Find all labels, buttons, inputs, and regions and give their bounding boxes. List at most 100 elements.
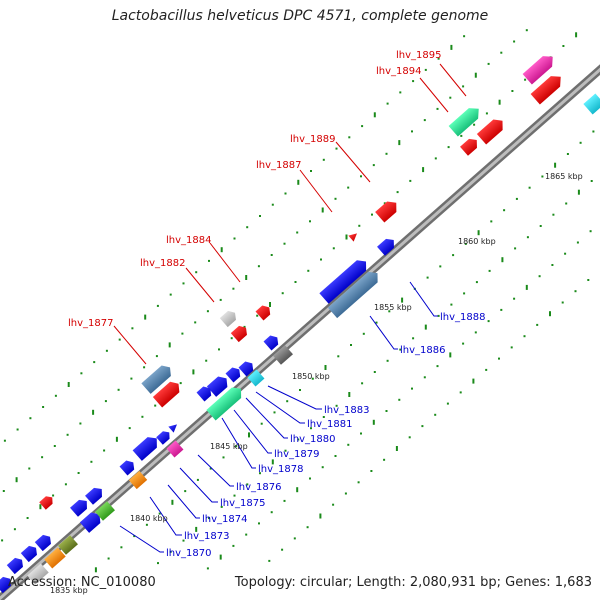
ring-dot [246, 226, 249, 229]
ring-dot [477, 230, 480, 236]
gene-label[interactable]: lhv_1888 [440, 312, 485, 323]
gene-label[interactable]: lhv_1887 [256, 160, 301, 171]
gene-blue-1881[interactable] [238, 359, 257, 377]
gene-lhv_1883[interactable] [247, 369, 265, 387]
ring-dot [273, 411, 276, 414]
ring-dot [411, 387, 413, 390]
gene-label[interactable]: lhv_1873 [184, 531, 229, 542]
gene-blue-1870c[interactable] [79, 509, 104, 533]
gene-blue-1870d[interactable] [34, 532, 54, 552]
gene-lhv_1887[interactable] [348, 230, 359, 242]
gene-lhv_1874[interactable] [119, 458, 138, 476]
ring-dot [67, 382, 70, 387]
ring-dot [472, 378, 475, 384]
tick-label: 1865 kbp [545, 172, 583, 181]
ring-dot [64, 483, 67, 486]
gene-label[interactable]: lhv_1878 [258, 464, 303, 475]
gene-red-far[interactable] [39, 494, 55, 510]
ring-dot [322, 416, 325, 418]
gene-grey-1883[interactable] [273, 345, 293, 365]
gene-label[interactable]: lhv_1870 [166, 548, 211, 559]
ring-dot [104, 400, 107, 403]
gene-lhv_1881[interactable] [225, 365, 244, 383]
ring-dot [309, 477, 311, 480]
ring-dot [79, 422, 82, 425]
gene-red-top-2[interactable] [460, 136, 481, 156]
gene-blue-1870b[interactable] [70, 497, 91, 517]
gene-label[interactable]: lhv_1894 [376, 66, 421, 77]
gene-lhv_1878[interactable] [168, 421, 179, 433]
gene-label[interactable]: lhv_1877 [68, 318, 113, 329]
gene-label[interactable]: lhv_1884 [166, 235, 211, 246]
gene-blue-1870f[interactable] [6, 555, 26, 575]
gene-label[interactable]: lhv_1879 [274, 449, 319, 460]
gene-lhv_1873[interactable] [128, 470, 148, 490]
map-title: Lactobacillus helveticus DPC 4571, compl… [111, 8, 489, 24]
gene-blue-1883a[interactable] [263, 333, 282, 351]
ring-dot [424, 68, 427, 71]
gene-blue-1880b[interactable] [196, 384, 215, 402]
ring-dot [3, 439, 6, 442]
gene-lhv_1889[interactable] [375, 197, 401, 223]
gene-blue-edge[interactable] [0, 574, 14, 594]
gene-lhv_1876[interactable] [132, 433, 162, 461]
gene-blue-long[interactable] [319, 256, 370, 304]
gene-green-1870[interactable] [95, 501, 115, 521]
gene-lhv_1886[interactable] [327, 268, 382, 319]
gene-lhv_1880[interactable] [206, 373, 231, 397]
gene-label[interactable]: lhv_1880 [290, 434, 335, 445]
gene-lhv_1884[interactable] [255, 303, 274, 321]
ring-dot [169, 550, 172, 553]
gene-label[interactable]: lhv_1886 [400, 345, 445, 356]
gene-lhv_1895[interactable] [448, 104, 484, 137]
gene-label[interactable]: lhv_1883 [324, 405, 369, 416]
gene-label[interactable]: lhv_1875 [220, 498, 265, 509]
gene-label[interactable]: lhv_1895 [396, 50, 441, 61]
gene-lhv_1888[interactable] [377, 236, 398, 256]
ring-dot [156, 304, 159, 307]
ring-dot [409, 179, 412, 182]
gene-label[interactable]: lhv_1889 [290, 134, 335, 145]
ring-dot [485, 368, 488, 371]
ring-dot [284, 192, 287, 195]
gene-lhv_1875[interactable] [166, 440, 184, 458]
gene-blue-1870e[interactable] [20, 543, 40, 563]
ring-dot [259, 472, 261, 475]
gene-red-top-1[interactable] [530, 72, 566, 105]
ring-dot [220, 505, 223, 508]
gene-label[interactable]: lhv_1881 [307, 419, 352, 430]
ring-dot [452, 254, 455, 257]
gene-pink-top[interactable] [522, 52, 558, 85]
gene-lhv_1882[interactable] [219, 308, 239, 328]
gene-light-1870[interactable] [27, 563, 49, 585]
ring-dot [449, 352, 452, 358]
ring-dot [29, 417, 32, 420]
ring-dot [462, 342, 465, 345]
gene-label[interactable]: lhv_1874 [202, 514, 247, 525]
gene-red-low[interactable] [152, 378, 183, 408]
gene-label[interactable]: lhv_1876 [236, 482, 281, 493]
ring-dot [184, 490, 187, 493]
ring-dot [383, 202, 386, 205]
ring-dot [549, 311, 551, 317]
gene-cyan-edge[interactable] [583, 93, 600, 115]
ring-dot [488, 269, 491, 272]
ring-dot [194, 321, 197, 324]
ring-dot [362, 332, 365, 335]
ring-dot [357, 481, 360, 484]
gene-olive-1870[interactable] [58, 535, 78, 555]
ring-dot [576, 241, 579, 244]
gene-lhv_1894[interactable] [476, 115, 507, 145]
gene-lhv_1877[interactable] [141, 362, 174, 394]
ring-dot [222, 456, 225, 459]
gene-label[interactable]: lhv_1882 [140, 258, 185, 269]
ring-dot [256, 314, 259, 317]
gene-red-mid[interactable] [230, 323, 250, 343]
gene-blue-1870a[interactable] [85, 485, 106, 505]
gene-blue-1876a[interactable] [156, 429, 172, 445]
gene-orange-1870[interactable] [44, 547, 66, 569]
ring-dot [564, 252, 567, 255]
gene-lhv_1879[interactable] [206, 384, 245, 421]
ring-dot [408, 436, 411, 439]
